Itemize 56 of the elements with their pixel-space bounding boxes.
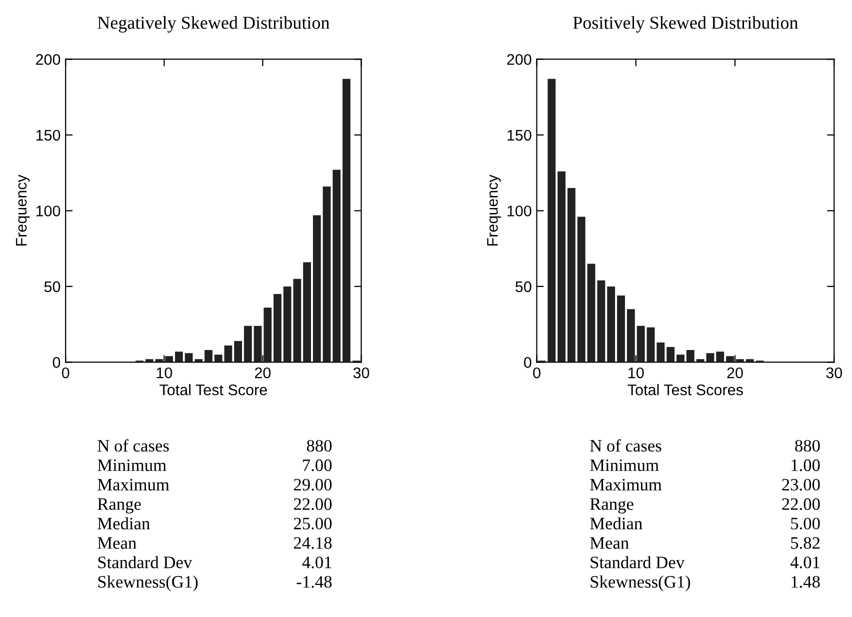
chart-title: Negatively Skewed Distribution <box>98 16 330 33</box>
text: 1.00 <box>792 459 820 472</box>
x-tick-label: 0 <box>62 367 70 378</box>
x-tick-label: 30 <box>353 367 370 378</box>
text: Median <box>590 517 642 530</box>
x-axis-title: Total Test Score <box>160 384 267 396</box>
y-tick-label: 200 <box>36 54 60 65</box>
x-tick-label: 10 <box>156 367 172 378</box>
y-tick-label: 0 <box>524 357 532 368</box>
text: Skewness(G1) <box>98 576 198 592</box>
x-tick-label: 20 <box>254 367 271 378</box>
text: Range <box>98 498 141 514</box>
text: 5.00 <box>791 518 820 530</box>
y-tick-label: 0 <box>52 357 60 368</box>
text: Minimum <box>98 459 166 472</box>
text: Median <box>98 517 150 530</box>
text: Maximum <box>98 478 170 491</box>
text: 23.00 <box>782 478 820 491</box>
text: N of cases <box>98 439 169 452</box>
y-tick-label: 100 <box>508 206 532 216</box>
text: 29.00 <box>294 478 332 491</box>
text: 24.18 <box>294 537 332 549</box>
x-tick-label: 20 <box>727 367 743 378</box>
text: Mean <box>98 537 136 549</box>
x-tick-label: 10 <box>628 367 644 378</box>
text: 7.00 <box>303 459 332 472</box>
x-axis-title: Total Test Scores <box>628 384 743 396</box>
chart-title: Positively Skewed Distribution <box>573 16 798 33</box>
text: 880 <box>306 440 332 452</box>
text: Maximum <box>590 478 662 491</box>
text: 25.00 <box>294 518 332 530</box>
text: 22.00 <box>782 498 820 510</box>
y-axis-title: Frequency <box>487 174 501 246</box>
text: 22.00 <box>294 498 332 510</box>
text: Skewness(G1) <box>590 576 690 592</box>
y-tick-label: 50 <box>516 281 532 292</box>
y-tick-label: 150 <box>508 130 532 141</box>
text: Range <box>590 498 634 514</box>
y-tick-label: 50 <box>44 281 60 292</box>
text: 4.01 <box>302 556 332 568</box>
y-tick-label: 150 <box>36 130 60 141</box>
text: Standard Dev <box>590 556 685 568</box>
text: Standard Dev <box>98 556 192 568</box>
y-tick-label: 100 <box>36 206 60 216</box>
y-axis-title: Frequency <box>16 174 30 246</box>
text: N of cases <box>590 439 662 452</box>
text: 5.82 <box>791 537 820 549</box>
text: -1.48 <box>296 576 332 588</box>
x-tick-label: 30 <box>826 367 842 378</box>
text: 880 <box>795 440 820 452</box>
text: 4.01 <box>790 556 820 568</box>
x-tick-label: 0 <box>533 367 540 378</box>
y-tick-label: 200 <box>507 54 532 65</box>
text: Mean <box>590 537 629 549</box>
text: Minimum <box>590 459 659 472</box>
text: 1.48 <box>792 576 820 588</box>
